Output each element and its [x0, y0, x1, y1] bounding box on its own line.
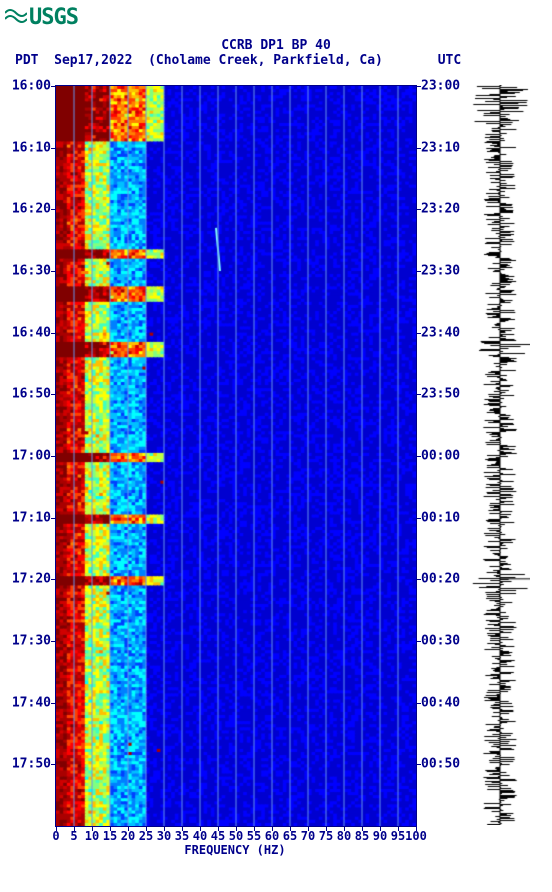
tick-mark [416, 579, 421, 580]
ytick-left: 17:30 [12, 634, 56, 649]
tick-mark [416, 148, 421, 149]
ytick-right: 23:40 [416, 325, 460, 340]
ytick-right: 00:00 [416, 449, 460, 464]
tick-mark [182, 826, 183, 831]
tick-mark [344, 826, 345, 831]
tick-mark [362, 826, 363, 831]
spectrogram-canvas [56, 86, 416, 826]
tick-mark [416, 826, 417, 831]
ytick-left: 17:00 [12, 449, 56, 464]
tick-mark [416, 641, 421, 642]
ytick-left: 17:40 [12, 695, 56, 710]
tick-mark [290, 826, 291, 831]
date: Sep17,2022 [54, 53, 132, 68]
tick-mark [128, 826, 129, 831]
tick-mark [74, 826, 75, 831]
tick-mark [416, 86, 421, 87]
tick-mark [51, 518, 56, 519]
ytick-right: 00:50 [416, 757, 460, 772]
ytick-right: 23:10 [416, 140, 460, 155]
tick-mark [56, 826, 57, 831]
ytick-left: 17:50 [12, 757, 56, 772]
tick-mark [110, 826, 111, 831]
ytick-right: 23:30 [416, 264, 460, 279]
logo-wave-icon [5, 6, 27, 30]
title-line2: PDT Sep17,2022 (Cholame Creek, Parkfield… [0, 53, 552, 68]
tick-mark [398, 826, 399, 831]
ytick-right: 23:20 [416, 202, 460, 217]
tick-mark [51, 394, 56, 395]
ytick-left: 16:30 [12, 264, 56, 279]
tick-mark [51, 579, 56, 580]
ytick-left: 17:20 [12, 572, 56, 587]
tick-mark [92, 826, 93, 831]
tz-left: PDT [15, 53, 38, 68]
logo-text: USGS [29, 5, 78, 30]
tick-mark [254, 826, 255, 831]
tick-mark [51, 86, 56, 87]
tick-mark [218, 826, 219, 831]
tick-mark [416, 394, 421, 395]
tick-mark [416, 518, 421, 519]
tick-mark [200, 826, 201, 831]
tick-mark [380, 826, 381, 831]
usgs-logo: USGS [5, 5, 78, 30]
ytick-left: 16:40 [12, 325, 56, 340]
tick-mark [164, 826, 165, 831]
title-line1: CCRB DP1 BP 40 [0, 38, 552, 53]
location: (Cholame Creek, Parkfield, Ca) [148, 53, 383, 68]
tick-mark [146, 826, 147, 831]
tick-mark [51, 209, 56, 210]
tick-mark [308, 826, 309, 831]
ytick-left: 16:00 [12, 79, 56, 94]
tick-mark [236, 826, 237, 831]
ytick-left: 16:50 [12, 387, 56, 402]
waveform-panel [470, 85, 530, 825]
tick-mark [51, 271, 56, 272]
tick-mark [51, 456, 56, 457]
tick-mark [416, 456, 421, 457]
ytick-right: 23:00 [416, 79, 460, 94]
ytick-right: 00:40 [416, 695, 460, 710]
waveform-canvas [470, 85, 530, 825]
tz-right: UTC [438, 53, 461, 68]
ytick-right: 00:30 [416, 634, 460, 649]
tick-mark [416, 209, 421, 210]
ytick-right: 00:10 [416, 510, 460, 525]
chart-header: CCRB DP1 BP 40 PDT Sep17,2022 (Cholame C… [0, 38, 552, 68]
tick-mark [416, 333, 421, 334]
tick-mark [51, 764, 56, 765]
ytick-left: 16:10 [12, 140, 56, 155]
tick-mark [416, 703, 421, 704]
ytick-left: 16:20 [12, 202, 56, 217]
tick-mark [272, 826, 273, 831]
tick-mark [51, 641, 56, 642]
ytick-right: 00:20 [416, 572, 460, 587]
tick-mark [51, 333, 56, 334]
ytick-left: 17:10 [12, 510, 56, 525]
tick-mark [51, 148, 56, 149]
tick-mark [51, 703, 56, 704]
ytick-right: 23:50 [416, 387, 460, 402]
tick-mark [326, 826, 327, 831]
tick-mark [416, 271, 421, 272]
spectrogram-plot: 16:0016:1016:2016:3016:4016:5017:0017:10… [55, 85, 417, 827]
tick-mark [416, 764, 421, 765]
x-axis-label: FREQUENCY (HZ) [55, 843, 415, 857]
